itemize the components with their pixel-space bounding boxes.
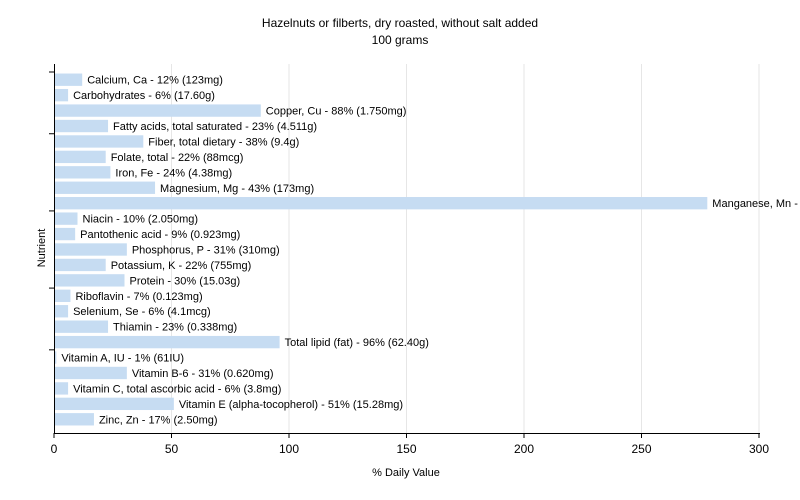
bar xyxy=(54,366,127,380)
bar-label: Carbohydrates - 6% (17.60g) xyxy=(73,90,215,102)
bar xyxy=(54,227,76,241)
chart-title: Hazelnuts or filberts, dry roasted, with… xyxy=(262,16,538,30)
chart-subtitle: 100 grams xyxy=(372,33,429,47)
bar xyxy=(54,197,708,210)
bar xyxy=(54,320,109,333)
bar-label: Manganese, Mn - 278% (5.550mg) xyxy=(712,198,800,210)
bar-label: Zinc, Zn - 17% (2.50mg) xyxy=(99,414,218,426)
bar-label: Protein - 30% (15.03g) xyxy=(130,275,241,287)
bar-label: Vitamin A, IU - 1% (61IU) xyxy=(61,353,184,365)
x-axis-label: % Daily Value xyxy=(372,467,440,479)
bar-label: Folate, total - 22% (88mcg) xyxy=(111,152,244,164)
bar-label: Fatty acids, total saturated - 23% (4.51… xyxy=(113,121,317,133)
bar-label: Copper, Cu - 88% (1.750mg) xyxy=(266,106,407,118)
axes-layer: 0 50 100 150 200 250 300 xyxy=(49,64,769,456)
bar xyxy=(54,135,144,148)
x-tick-label: 150 xyxy=(396,442,416,456)
x-tick-label: 300 xyxy=(749,442,769,456)
bar xyxy=(54,397,174,411)
bar xyxy=(54,258,106,272)
bar xyxy=(54,104,261,117)
bar xyxy=(54,88,69,102)
bar xyxy=(54,166,111,179)
bar-label: Vitamin C, total ascorbic acid - 6% (3.8… xyxy=(73,383,281,395)
bar xyxy=(54,243,127,256)
y-axis-label: Nutrient xyxy=(36,229,48,268)
x-tick-label: 0 xyxy=(51,442,58,456)
bar-label: Total lipid (fat) - 96% (62.40g) xyxy=(285,337,429,349)
bar-label: Thiamin - 23% (0.338mg) xyxy=(113,322,237,334)
bar xyxy=(54,212,78,225)
bar xyxy=(54,351,57,364)
bar xyxy=(54,150,106,164)
bar xyxy=(54,305,69,318)
x-tick-label: 200 xyxy=(514,442,534,456)
bar-label: Niacin - 10% (2.050mg) xyxy=(83,214,199,226)
bar-label: Potassium, K - 22% (755mg) xyxy=(111,260,252,272)
bar xyxy=(54,181,156,194)
bars-layer: Calcium, Ca - 12% (123mg) Carbohydrates -… xyxy=(54,73,800,426)
x-tick-label: 100 xyxy=(279,442,299,456)
x-tick-label: 250 xyxy=(631,442,651,456)
bar-label: Magnesium, Mg - 43% (173mg) xyxy=(160,183,314,195)
bar xyxy=(54,413,94,426)
bar-label: Iron, Fe - 24% (4.38mg) xyxy=(115,167,232,179)
bar-label: Vitamin E (alpha-tocopherol) - 51% (15.2… xyxy=(179,399,403,411)
x-tick-label: 50 xyxy=(165,442,179,456)
bar-label: Pantothenic acid - 9% (0.923mg) xyxy=(80,229,240,241)
bar xyxy=(54,274,125,287)
bar-label: Calcium, Ca - 12% (123mg) xyxy=(87,75,223,87)
bar xyxy=(54,73,83,86)
bar-label: Phosphorus, P - 31% (310mg) xyxy=(132,245,280,257)
bar xyxy=(54,335,280,349)
bar-label: Selenium, Se - 6% (4.1mcg) xyxy=(73,306,211,318)
bar-label: Vitamin B-6 - 31% (0.620mg) xyxy=(132,368,274,380)
bar-label: Fiber, total dietary - 38% (9.4g) xyxy=(148,136,299,148)
bar-label: Riboflavin - 7% (0.123mg) xyxy=(75,291,202,303)
bar xyxy=(54,289,71,302)
bar xyxy=(54,119,109,133)
grid-layer xyxy=(171,64,760,433)
bar xyxy=(54,382,69,395)
